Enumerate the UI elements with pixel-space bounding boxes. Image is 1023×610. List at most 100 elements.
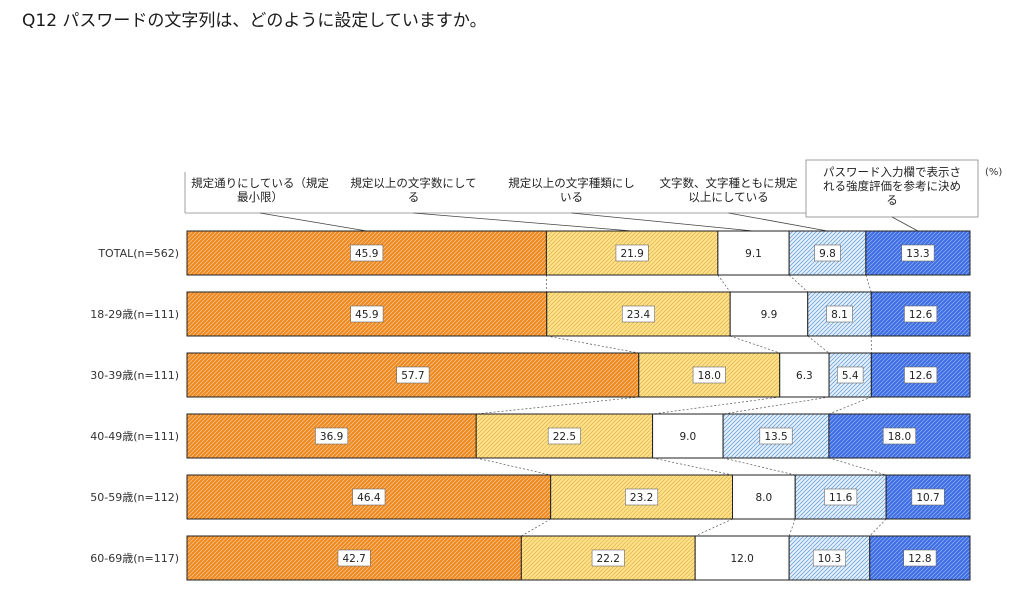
data-label-box [904,305,938,323]
connector-line [807,335,830,354]
data-label-box [824,488,858,506]
data-label: 8.1 [831,309,848,321]
connector-line [717,274,731,293]
legend-label: 最小限） [237,190,283,204]
legend-leader-line [728,212,828,232]
data-label-box [750,489,777,505]
data-label: 9.0 [679,431,696,443]
data-label-box [791,367,818,383]
connector-line [723,396,830,415]
data-label: 6.3 [796,370,813,382]
data-label: 12.8 [908,553,931,565]
data-label: 13.5 [764,431,787,443]
data-label: 13.3 [906,248,929,260]
legend-label: る [408,190,420,204]
legend-label: 文字数、文字種ともに規定 [660,176,798,190]
category-label: TOTAL(n=562) [97,247,179,260]
connector-line [788,518,796,537]
legend-label: 規定以上の文字数にして [350,176,476,190]
data-label-box [903,549,937,567]
category-label: 60-69歳(n=117) [90,552,179,565]
data-label: 9.9 [761,309,778,321]
data-label: 22.5 [553,431,576,443]
data-label: 57.7 [401,370,424,382]
data-label-box [826,305,853,323]
legend-label: いる [560,190,583,204]
data-label: 45.9 [355,248,378,260]
data-label-box [837,366,864,384]
data-label: 11.6 [829,492,853,504]
bar-segment [545,230,719,276]
connector-line [652,396,780,415]
data-label-box [812,549,846,567]
data-label-box [814,244,841,262]
connector-line [869,518,887,537]
data-label-box [756,306,782,322]
data-label: 12.6 [909,370,933,382]
data-label-box [547,427,581,445]
data-label: 12.0 [730,553,753,565]
connector-lines [476,274,887,537]
data-label: 21.9 [620,248,643,260]
bars [186,230,971,581]
data-label-box [350,305,384,323]
data-label: 23.4 [627,309,651,321]
unit-label: (%) [985,167,1002,178]
connector-line [476,396,639,415]
legend-leader-line [413,212,633,232]
data-label: 10.3 [818,553,841,565]
category-label: 18-29歳(n=111) [90,308,179,321]
category-label: 40-49歳(n=111) [90,430,179,443]
data-label: 36.9 [320,431,343,443]
category-label: 30-39歳(n=111) [90,369,179,382]
connector-line [828,457,887,476]
bar-segment [870,291,971,337]
labels: 45.9 21.9 9.1 9.8 13.3 TOTAL(n=562) 45.9 23.4 9.… [90,244,945,567]
data-label-box [625,488,659,506]
data-label-box [901,244,935,262]
connector-line [476,457,551,476]
data-label: 5.4 [842,370,859,382]
data-label-box [352,488,386,506]
category-label: 50-59歳(n=112) [90,491,179,504]
data-label: 45.9 [355,309,378,321]
data-label: 42.7 [342,553,365,565]
connector-line [521,518,551,537]
connector-line [652,457,733,476]
data-label-box [315,427,349,445]
legend-label: 規定以上の文字種類にし [508,176,635,190]
legend-label: 規定通りにしている（規定 [191,176,329,190]
data-label-box [740,245,767,261]
data-label: 12.6 [909,309,933,321]
data-label-box [911,488,945,506]
data-label-box [337,549,371,567]
legend-label: る [886,193,898,207]
data-label-box [615,244,649,262]
data-label-box [621,305,655,323]
data-label: 23.2 [630,492,653,504]
page-title: Q12 パスワードの文字列は、どのように設定していますか。 [22,11,487,31]
legend-label: パスワード入力欄で表示さ [823,165,961,179]
data-label: 9.8 [819,248,836,260]
data-label-box [904,366,938,384]
legend-label: 以上にしている [688,190,768,204]
data-label: 9.1 [745,248,762,260]
connector-line [723,457,796,476]
connector-line [865,274,872,293]
legend-leader-line [891,216,919,232]
data-label-box [396,366,430,384]
data-label-box [759,427,793,445]
connector-line [828,396,872,415]
data-label-box [882,427,916,445]
connector-line [546,335,639,354]
data-label-box [350,244,384,262]
data-label: 46.4 [357,492,381,504]
legend-leader-line [571,212,754,232]
data-label: 8.0 [756,492,773,504]
data-label: 18.0 [698,370,721,382]
connector-line [788,274,808,293]
legend-border [805,159,979,218]
data-label-box [591,549,625,567]
data-label-box [725,550,759,566]
